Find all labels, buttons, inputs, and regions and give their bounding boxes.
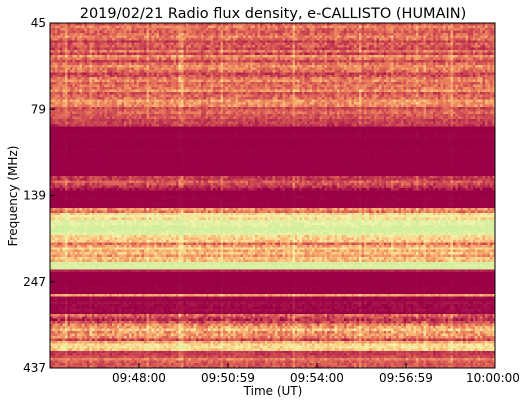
y-axis-label: Frequency (MHz) <box>6 146 20 247</box>
y-tick-label: 247 <box>23 275 46 289</box>
x-axis: 09:48:00 09:50:59 09:54:00 09:56:59 10:00:00 <box>112 363 520 385</box>
x-tick-label: 09:54:00 <box>290 371 344 385</box>
y-tick-label: 139 <box>23 189 46 203</box>
chart-title: 2019/02/21 Radio flux density, e-CALLIST… <box>80 6 467 22</box>
y-tick-label: 437 <box>23 361 46 375</box>
y-axis: 45 79 139 247 437 <box>23 16 55 375</box>
heatmap-plot-area <box>50 23 495 368</box>
spectrogram-image <box>50 23 495 368</box>
x-tick-label: 09:56:59 <box>379 371 433 385</box>
x-axis-label: Time (UT) <box>243 384 303 398</box>
x-tick-label: 09:48:00 <box>112 371 166 385</box>
x-tick-label: 10:00:00 <box>466 371 520 385</box>
y-tick-label: 45 <box>31 16 46 30</box>
y-tick-label: 79 <box>31 102 46 116</box>
x-tick-label: 09:50:59 <box>201 371 255 385</box>
